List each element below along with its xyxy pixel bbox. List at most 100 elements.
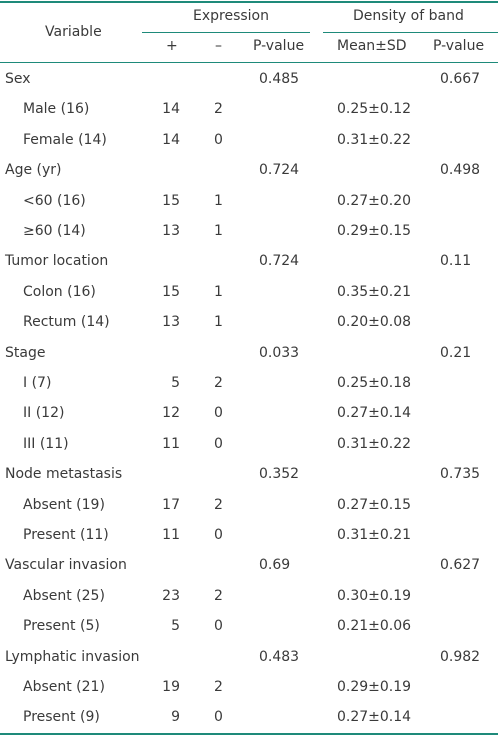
table-group-row: Stage 0.033 0.21 bbox=[0, 339, 498, 369]
mean-sd-value: 0.27±0.14 bbox=[337, 709, 412, 726]
negative-count: 2 bbox=[214, 679, 223, 695]
expression-underline bbox=[142, 32, 310, 33]
positive-count: 5 bbox=[171, 375, 180, 391]
row-label: I (7) bbox=[23, 375, 52, 391]
table-group-row: Sex 0.485 0.667 bbox=[0, 65, 498, 95]
header-expression: Expression bbox=[193, 8, 269, 24]
table-bottom-rule bbox=[0, 733, 498, 735]
mean-sd-value: 0.29±0.19 bbox=[337, 679, 412, 695]
header-bottom-rule bbox=[0, 62, 498, 63]
mean-sd-value: 0.27±0.15 bbox=[337, 496, 412, 513]
row-label: Colon (16) bbox=[23, 283, 96, 300]
positive-count: 17 bbox=[162, 496, 180, 513]
table-row: I (7) 5 2 0.25±0.18 bbox=[0, 369, 498, 399]
group-label: Age (yr) bbox=[5, 162, 62, 179]
mean-sd-value: 0.31±0.22 bbox=[337, 435, 412, 452]
negative-count: 0 bbox=[214, 618, 223, 635]
table-top-rule bbox=[0, 1, 498, 3]
table-row: Rectum (14) 13 1 0.20±0.08 bbox=[0, 308, 498, 338]
negative-count: 2 bbox=[214, 375, 223, 391]
row-label: Present (11) bbox=[23, 527, 109, 543]
density-pvalue: 0.735 bbox=[440, 466, 481, 483]
group-label: Node metastasis bbox=[5, 466, 123, 483]
row-label: III (11) bbox=[23, 435, 69, 452]
density-pvalue: 0.11 bbox=[440, 253, 472, 270]
positive-count: 13 bbox=[162, 223, 180, 239]
expression-pvalue: 0.724 bbox=[259, 162, 300, 179]
header-density: Density of band bbox=[353, 8, 464, 24]
negative-count: 0 bbox=[214, 709, 223, 726]
group-label: Sex bbox=[5, 71, 31, 87]
table-group-row: Lymphatic invasion 0.483 0.982 bbox=[0, 643, 498, 673]
mean-sd-value: 0.35±0.21 bbox=[337, 283, 412, 300]
mean-sd-value: 0.30±0.19 bbox=[337, 587, 412, 604]
table-row: Colon (16) 15 1 0.35±0.21 bbox=[0, 278, 498, 308]
expression-pvalue: 0.485 bbox=[259, 71, 300, 87]
negative-count: 0 bbox=[214, 435, 223, 452]
expression-pvalue: 0.033 bbox=[259, 344, 300, 361]
density-pvalue: 0.982 bbox=[440, 648, 481, 665]
expression-pvalue: 0.69 bbox=[259, 557, 291, 574]
expression-pvalue: 0.352 bbox=[259, 466, 300, 483]
density-pvalue: 0.21 bbox=[440, 344, 472, 361]
positive-count: 13 bbox=[162, 314, 180, 331]
negative-count: 2 bbox=[214, 496, 223, 513]
row-label: ≥60 (14) bbox=[23, 223, 86, 239]
positive-count: 23 bbox=[162, 587, 180, 604]
row-label: <60 (16) bbox=[23, 192, 86, 209]
table-row: Male (16) 14 2 0.25±0.12 bbox=[0, 95, 498, 125]
header-pvalue-density: P-value bbox=[433, 38, 485, 54]
header-plus: + bbox=[166, 38, 178, 54]
mean-sd-value: 0.27±0.14 bbox=[337, 405, 412, 422]
group-label: Vascular invasion bbox=[5, 557, 127, 574]
group-label: Lymphatic invasion bbox=[5, 648, 140, 665]
table-row: <60 (16) 15 1 0.27±0.20 bbox=[0, 187, 498, 217]
table-row: Absent (21) 19 2 0.29±0.19 bbox=[0, 673, 498, 703]
mean-sd-value: 0.21±0.06 bbox=[337, 618, 412, 635]
row-label: Male (16) bbox=[23, 101, 90, 118]
group-label: Stage bbox=[5, 344, 46, 361]
negative-count: 0 bbox=[214, 131, 223, 148]
row-label: Absent (21) bbox=[23, 679, 105, 695]
table-group-row: Age (yr) 0.724 0.498 bbox=[0, 156, 498, 186]
negative-count: 2 bbox=[214, 587, 223, 604]
table-row: ≥60 (14) 13 1 0.29±0.15 bbox=[0, 217, 498, 247]
density-pvalue: 0.627 bbox=[440, 557, 481, 574]
table-row: Female (14) 14 0 0.31±0.22 bbox=[0, 126, 498, 156]
row-label: Rectum (14) bbox=[23, 314, 110, 331]
positive-count: 5 bbox=[171, 618, 180, 635]
density-pvalue: 0.498 bbox=[440, 162, 481, 179]
header-pvalue-expression: P-value bbox=[253, 38, 305, 54]
table-group-row: Node metastasis 0.352 0.735 bbox=[0, 460, 498, 490]
mean-sd-value: 0.25±0.18 bbox=[337, 375, 412, 391]
table-row: Present (11) 11 0 0.31±0.21 bbox=[0, 521, 498, 551]
positive-count: 9 bbox=[171, 709, 180, 726]
positive-count: 11 bbox=[162, 527, 180, 543]
negative-count: 0 bbox=[214, 405, 223, 422]
header-minus: – bbox=[215, 38, 222, 54]
density-underline bbox=[323, 32, 498, 33]
positive-count: 14 bbox=[162, 101, 180, 118]
group-label: Tumor location bbox=[5, 253, 109, 270]
row-label: Absent (19) bbox=[23, 496, 105, 513]
negative-count: 1 bbox=[214, 283, 223, 300]
expression-pvalue: 0.483 bbox=[259, 648, 300, 665]
positive-count: 12 bbox=[162, 405, 180, 422]
positive-count: 11 bbox=[162, 435, 180, 452]
negative-count: 1 bbox=[214, 314, 223, 331]
negative-count: 1 bbox=[214, 223, 223, 239]
header-variable: Variable bbox=[45, 24, 102, 40]
positive-count: 14 bbox=[162, 131, 180, 148]
header-mean-sd: Mean±SD bbox=[337, 38, 407, 54]
table-row: Absent (25) 23 2 0.30±0.19 bbox=[0, 582, 498, 612]
mean-sd-value: 0.25±0.12 bbox=[337, 101, 412, 118]
mean-sd-value: 0.31±0.22 bbox=[337, 131, 412, 148]
density-pvalue: 0.667 bbox=[440, 71, 481, 87]
negative-count: 1 bbox=[214, 192, 223, 209]
expression-pvalue: 0.724 bbox=[259, 253, 300, 270]
table-group-row: Tumor location 0.724 0.11 bbox=[0, 247, 498, 277]
row-label: Absent (25) bbox=[23, 587, 105, 604]
row-label: Present (5) bbox=[23, 618, 100, 635]
row-label: Female (14) bbox=[23, 131, 107, 148]
